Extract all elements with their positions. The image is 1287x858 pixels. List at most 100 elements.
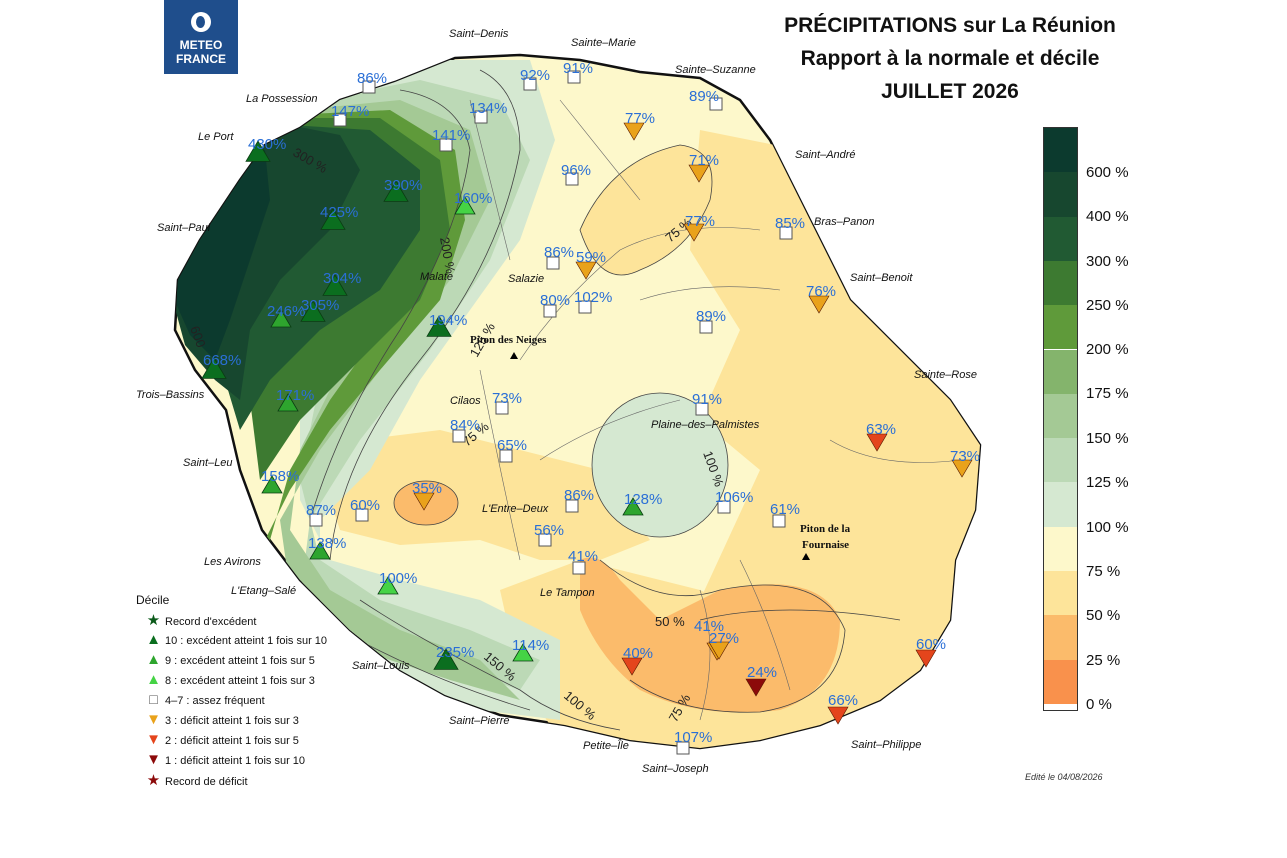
station-value: 92%	[520, 67, 550, 84]
legend-symbol-icon: ▼	[146, 731, 161, 748]
station-square-icon	[695, 402, 709, 416]
legend-row: □ 4–7 : assez fréquent	[146, 691, 264, 707]
station: 86%	[544, 244, 574, 270]
station-value: 80%	[540, 292, 570, 309]
station-value: 63%	[866, 421, 896, 438]
station-value: 91%	[692, 391, 722, 408]
contour-line	[699, 609, 901, 621]
station: 60%	[915, 636, 946, 668]
place-label: Saint–André	[795, 149, 856, 161]
map-period: JUILLET 2026	[881, 80, 1019, 103]
station: 60%	[350, 497, 380, 522]
edited-date: Edité le 04/08/2026	[1025, 772, 1103, 782]
station-value: 61%	[770, 501, 800, 518]
deficit-triangle-icon	[745, 678, 767, 697]
colorbar	[1043, 127, 1078, 711]
place-label: Saint–Benoit	[850, 272, 913, 284]
station-square-icon	[572, 561, 586, 575]
legend-row: ★ Record de déficit	[146, 771, 248, 789]
colorbar-label: 300 %	[1086, 253, 1129, 270]
station-square-icon	[495, 401, 509, 415]
station: 35%	[412, 480, 442, 511]
station-value: 35%	[412, 480, 442, 497]
station-value: 41%	[568, 548, 598, 565]
station-value: 85%	[775, 215, 805, 232]
station: 134%	[469, 100, 507, 124]
station-square-icon	[699, 320, 713, 334]
station: 89%	[696, 308, 726, 334]
logo-emblem-icon	[191, 12, 211, 32]
zone-600	[175, 150, 270, 360]
zone-75-east	[690, 130, 980, 720]
place-label: L'Etang–Salé	[231, 585, 296, 597]
place-label: Cilaos	[450, 395, 481, 407]
legend-symbol-icon: ▼	[146, 751, 161, 768]
station: 194%	[426, 312, 467, 337]
colorbar-swatch	[1044, 216, 1077, 261]
zone-75-north	[580, 145, 712, 275]
station: 160%	[454, 190, 492, 215]
station-value: 84%	[450, 417, 480, 434]
station: 89%	[689, 88, 723, 111]
excess-triangle-icon	[309, 541, 331, 560]
station: 246%	[267, 303, 305, 328]
station-value: 89%	[696, 308, 726, 325]
legend-row: ★ Record d'excédent	[146, 611, 257, 629]
excess-triangle-icon	[201, 357, 227, 379]
legend-symbol-icon: ▲	[146, 651, 161, 668]
station-value: 60%	[916, 636, 946, 653]
station-value: 87%	[306, 502, 336, 519]
colorbar-label: 150 %	[1086, 430, 1129, 447]
excess-triangle-icon	[270, 309, 292, 328]
station-value: 171%	[276, 387, 314, 404]
station-value: 304%	[323, 270, 361, 287]
deficit-triangle-icon	[683, 223, 705, 242]
place-label: Salazie	[508, 273, 544, 285]
station-value: 77%	[625, 110, 655, 127]
station-value: 40%	[623, 645, 653, 662]
station: 425%	[320, 204, 358, 230]
place-label: Le Port	[198, 131, 234, 143]
station-value: 56%	[534, 522, 564, 539]
colorbar-swatch	[1044, 393, 1077, 439]
station: 85%	[775, 215, 805, 240]
station: 100%	[377, 570, 417, 595]
place-label: Saint–Pierre	[449, 715, 510, 727]
station: 147%	[331, 103, 369, 127]
river-line	[479, 369, 521, 561]
legend-label: 9 : excédent atteint 1 fois sur 5	[165, 655, 315, 667]
station: 61%	[770, 501, 800, 528]
colorbar-label: 125 %	[1086, 474, 1129, 491]
station-value: 158%	[261, 468, 299, 485]
station-value: 76%	[806, 283, 836, 300]
station-value: 77%	[685, 213, 715, 230]
legend-label: Record d'excédent	[165, 616, 257, 628]
contour-line	[309, 89, 471, 521]
river-line	[829, 439, 961, 463]
station: 235%	[433, 644, 474, 670]
station: 63%	[866, 421, 896, 452]
map-title: PRÉCIPITATIONS sur La Réunion	[784, 14, 1116, 37]
station-value: 66%	[828, 692, 858, 709]
station-value: 235%	[436, 644, 474, 661]
zone-75-center	[320, 430, 650, 560]
station: 76%	[806, 283, 836, 314]
legend-row: ▼ 1 : déficit atteint 1 fois sur 10	[146, 751, 305, 768]
station: 668%	[201, 352, 241, 379]
station: 65%	[497, 437, 527, 463]
place-label: Saint–Denis	[449, 28, 509, 40]
deficit-triangle-icon	[708, 641, 730, 660]
station-square-icon	[565, 499, 579, 513]
station: 27%	[708, 630, 739, 660]
colorbar-swatch	[1044, 571, 1077, 616]
station: 430%	[245, 136, 286, 162]
place-label: Les Avirons	[204, 556, 261, 568]
station-value: 24%	[747, 664, 777, 681]
station-value: 91%	[563, 60, 593, 77]
station-value: 60%	[350, 497, 380, 514]
river-line	[559, 99, 641, 201]
station: 40%	[621, 645, 653, 676]
legend-label: Record de déficit	[165, 776, 248, 788]
place-label: Saint–Philippe	[851, 739, 921, 751]
